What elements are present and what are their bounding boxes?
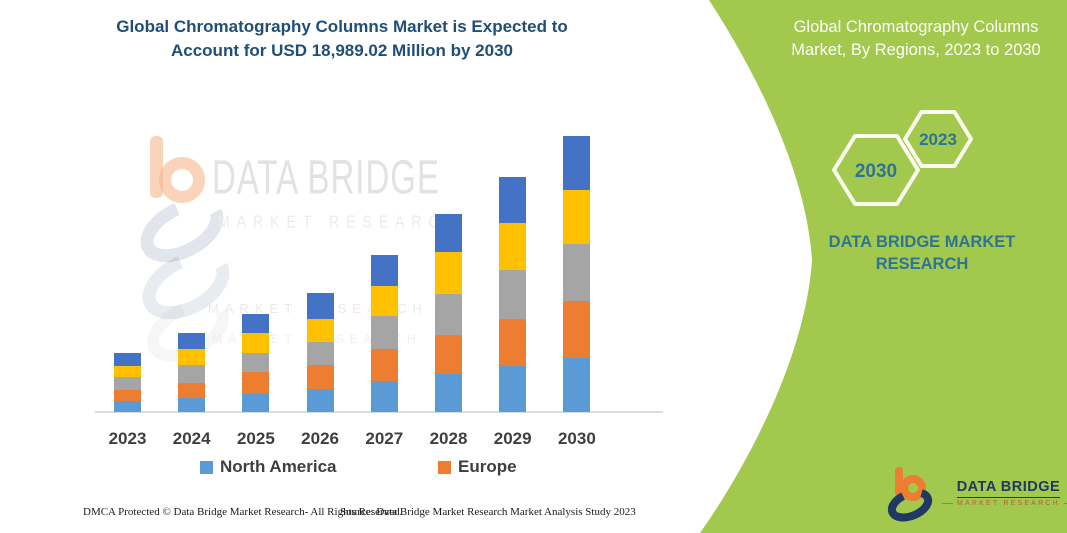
bar-segment-europe-2025 [242,372,270,394]
bar-segment-unlabeled-yellow-region-2024 [178,349,206,365]
bar-2026 [306,293,334,412]
bar-segment-north-america-2027 [370,381,398,412]
bar-segment-north-america-2029 [499,366,527,412]
bar-2023 [114,353,141,412]
chart-legend: North America Europe [0,457,683,477]
footer-logo-swoosh [887,488,933,522]
bar-segment-europe-2024 [178,383,206,398]
bar-segment-unlabeled-gray-region-2029 [499,270,527,319]
legend-item-europe: Europe [438,457,517,477]
bar-segment-unlabeled-yellow-region-2026 [306,319,334,342]
stacked-bar-chart: 2023 2024 2025 2026 2027 2028 2029 2030 North A… [0,136,683,477]
footer-logo-subtitle-row: MARKET RESEARCH [942,500,1067,507]
bar-segment-europe-2029 [499,319,527,366]
legend-label: North America [220,457,337,476]
bar-segment-unlabeled-darkblue-region-2023 [114,353,141,366]
page-title-line2: Account for USD 18,989.02 Million by 203… [170,41,513,60]
bar-segment-north-america-2030 [563,358,591,412]
hexagon-2030-label: 2030 [855,161,897,182]
footer-logo-title: DATA BRIDGE [956,479,1061,498]
bar-segment-unlabeled-yellow-region-2025 [242,333,270,353]
footer-logo: DATA BRIDGE MARKET RESEARCH [886,464,1067,522]
footer-logo-text: DATA BRIDGE MARKET RESEARCH [942,479,1067,507]
x-tick-2025: 2025 [236,429,275,448]
footer-logo-rule-left [942,503,953,504]
x-tick-2026: 2026 [301,429,339,448]
x-axis-line [95,411,663,413]
legend-item-north-america: North America [200,457,337,477]
bar-segment-unlabeled-gray-region-2028 [435,294,462,335]
footer-logo-bowl [900,475,926,501]
bar-segment-north-america-2025 [242,394,270,412]
bar-segment-unlabeled-yellow-region-2030 [563,190,591,244]
panel-title: Global Chromatography Columns Market, By… [766,16,1066,62]
page-title-line1: Global Chromatography Columns Market is … [116,17,568,36]
legend-label: Europe [458,457,517,476]
bar-segment-unlabeled-yellow-region-2028 [435,252,462,294]
brand-text-line2: RESEARCH [875,255,969,273]
bar-segment-unlabeled-darkblue-region-2027 [370,255,398,286]
hexagon-2023-label: 2023 [919,130,957,149]
bar-segment-unlabeled-darkblue-region-2029 [499,177,527,223]
bar-segment-unlabeled-gray-region-2025 [242,353,270,372]
bar-segment-europe-2027 [370,349,398,381]
bar-segment-unlabeled-darkblue-region-2025 [242,314,270,333]
x-tick-2028: 2028 [429,429,468,448]
bar-segment-europe-2030 [563,301,591,358]
bar-segment-north-america-2026 [306,389,334,412]
x-tick-2029: 2029 [493,429,532,448]
bar-segment-unlabeled-gray-region-2027 [370,316,398,349]
source-note: Source: Data Bridge Market Research Mark… [340,506,636,518]
bar-segment-unlabeled-darkblue-region-2024 [178,333,206,349]
hexagon-badges: 2030 2023 [832,110,973,206]
bar-2027 [370,255,398,412]
bar-segment-north-america-2023 [114,401,141,412]
footer-logo-rule-right [1063,503,1067,504]
footer-logo-mark [887,467,933,522]
bar-segment-europe-2028 [435,335,462,374]
bar-2025 [242,314,270,412]
bar-2024 [178,333,206,412]
bar-segment-unlabeled-yellow-region-2023 [114,366,141,377]
bar-2030 [563,136,591,412]
panel-title-line1: Global Chromatography Columns [793,18,1039,36]
bar-segment-europe-2026 [306,365,334,389]
panel-title-line2: Market, By Regions, 2023 to 2030 [791,41,1041,59]
x-tick-2023: 2023 [108,429,147,448]
bar-segment-unlabeled-gray-region-2024 [178,365,206,383]
green-panel-path [700,0,1067,533]
bar-segment-unlabeled-darkblue-region-2028 [435,214,462,252]
bar-segment-north-america-2028 [435,374,462,412]
bar-segment-unlabeled-gray-region-2026 [306,342,334,365]
bar-segment-north-america-2024 [178,398,206,412]
x-tick-2024: 2024 [172,429,211,448]
bar-2028 [435,214,462,412]
bar-segment-unlabeled-darkblue-region-2030 [563,136,591,190]
hexagon-2023 [903,110,973,168]
bar-segment-unlabeled-gray-region-2023 [114,377,141,390]
bar-segment-unlabeled-yellow-region-2029 [499,223,527,270]
bar-segment-unlabeled-yellow-region-2027 [370,286,398,316]
bar-segment-unlabeled-gray-region-2030 [563,244,591,301]
bar-segment-europe-2023 [114,390,141,401]
dmca-note: DMCA Protected © Data Bridge Market Rese… [83,506,403,518]
footer-logo-subtitle: MARKET RESEARCH [957,500,1060,507]
hexagon-2030 [832,134,920,206]
x-tick-2027: 2027 [365,429,404,448]
legend-swatch [438,460,451,474]
legend-swatch [200,460,213,474]
bar-2029 [499,177,527,412]
x-tick-2030: 2030 [557,429,596,448]
bar-segment-unlabeled-darkblue-region-2026 [306,293,334,319]
brand-text: DATA BRIDGE MARKET RESEARCH [810,231,1034,275]
brand-text-line1: DATA BRIDGE MARKET [828,233,1016,251]
page-title: Global Chromatography Columns Market is … [40,15,644,63]
